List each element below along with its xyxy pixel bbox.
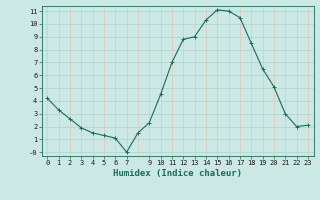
X-axis label: Humidex (Indice chaleur): Humidex (Indice chaleur) [113,169,242,178]
